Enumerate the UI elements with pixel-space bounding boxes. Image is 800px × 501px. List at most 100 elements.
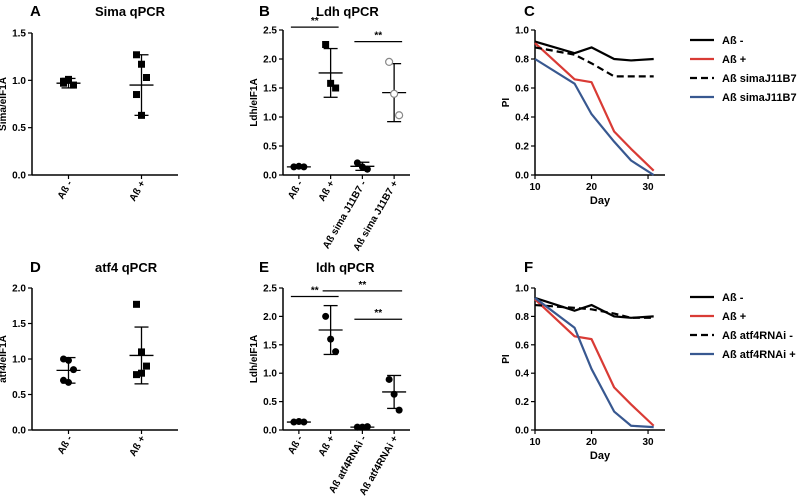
x-tick-label: Aß -	[56, 434, 75, 456]
series-line	[534, 40, 654, 62]
y-tick-label: 1.0	[12, 355, 26, 366]
y-tick-label: 0.0	[515, 426, 529, 437]
legend-label: Aß -	[722, 35, 744, 47]
panel-label: F	[524, 259, 533, 276]
y-tick-label: 2.5	[263, 284, 277, 295]
panel-title: ldh qPCR	[316, 260, 375, 275]
y-tick-label: 0.5	[263, 397, 277, 408]
y-tick-label: 1.5	[12, 29, 26, 40]
data-point	[363, 423, 371, 431]
y-tick-label: 0.6	[515, 84, 529, 95]
y-axis-label: PI	[501, 98, 512, 108]
significance-label: **	[311, 16, 319, 27]
y-axis-label: PI	[501, 354, 512, 364]
panel-label: C	[524, 3, 535, 20]
series-line	[534, 42, 655, 172]
data-point	[133, 300, 140, 308]
data-point	[395, 406, 403, 414]
y-tick-label: 0.8	[515, 312, 529, 323]
x-tick-label: 20	[586, 182, 598, 193]
x-axis-label: Day	[590, 450, 611, 462]
data-point	[353, 159, 361, 167]
data-point	[70, 366, 77, 374]
data-point	[143, 73, 150, 81]
data-point	[322, 312, 330, 320]
series-line	[534, 298, 655, 427]
data-point	[332, 348, 340, 356]
legend-label: Aß simaJ11B7 -	[722, 73, 800, 85]
panel-label: B	[259, 3, 270, 20]
data-point	[390, 390, 398, 398]
y-tick-label: 1.5	[263, 340, 277, 351]
series-line	[534, 303, 654, 319]
panel-title: Ldh qPCR	[316, 4, 379, 19]
data-point	[143, 362, 150, 370]
data-point	[138, 111, 145, 119]
panel-label: D	[30, 259, 41, 276]
y-tick-label: 0.4	[515, 113, 529, 124]
y-tick-label: 0.0	[12, 426, 26, 437]
y-tick-label: 1.0	[263, 369, 277, 380]
series-line	[534, 297, 654, 429]
y-tick-label: 1.0	[515, 284, 529, 295]
data-point	[385, 375, 393, 383]
panel-a: A Sima qPCR 0.0 0.5 1.0 1.5 Sima/eIF1A Aß - Aß +	[0, 3, 178, 204]
data-point	[322, 41, 330, 48]
y-tick-label: 0.8	[515, 55, 529, 66]
y-tick-label: 0.5	[12, 123, 26, 134]
series-line	[534, 46, 654, 78]
legend-label: Aß -	[722, 292, 744, 304]
data-point	[300, 163, 308, 171]
legend-label: Aß +	[722, 311, 746, 323]
panel-b: B Ldh qPCR 0.0 0.5 1.0 1.5 2.0 2.5 Ldh/eIF1A Aß -…	[249, 3, 410, 253]
y-axis-label: Sima/eIF1A	[0, 77, 9, 131]
y-tick-label: 0.0	[263, 171, 277, 182]
y-tick-label: 0.0	[12, 171, 26, 182]
x-tick-label: 10	[529, 182, 541, 193]
panel-title: Sima qPCR	[95, 4, 166, 19]
data-point	[65, 378, 72, 386]
data-point	[353, 423, 361, 431]
panel-f: F 0.0 0.2 0.4 0.6 0.8 1.0 PI 10 20 30 Day Aß - Aß + Aß…	[501, 259, 796, 462]
data-point	[133, 51, 140, 59]
data-point	[395, 111, 404, 120]
y-tick-label: 0.4	[515, 369, 529, 380]
y-tick-label: 2.0	[12, 284, 26, 295]
y-tick-label: 0.6	[515, 340, 529, 351]
x-axis-label: Day	[590, 195, 611, 207]
y-axis-label: atf4/eIF1A	[0, 335, 9, 383]
x-tick-label: Aß +	[128, 434, 149, 459]
x-tick-label: 10	[529, 437, 541, 448]
data-point	[70, 81, 77, 89]
x-tick-label: Aß +	[317, 179, 338, 204]
y-tick-label: 2.0	[263, 55, 277, 66]
y-tick-label: 2.0	[263, 312, 277, 323]
x-tick-label: Aß -	[286, 179, 305, 201]
data-point	[138, 348, 145, 356]
y-tick-label: 0.0	[263, 426, 277, 437]
x-tick-label: Aß -	[56, 179, 75, 201]
data-point	[327, 79, 335, 87]
significance-label: **	[311, 286, 319, 297]
significance-label: **	[374, 308, 382, 319]
legend-label: Aß +	[722, 54, 746, 66]
x-tick-label: 30	[642, 182, 654, 193]
x-tick-label: 30	[642, 437, 654, 448]
data-point	[385, 57, 394, 67]
panel-title: atf4 qPCR	[95, 260, 158, 275]
x-tick-label: Aß +	[317, 434, 338, 459]
y-tick-label: 1.0	[515, 26, 529, 37]
y-tick-label: 0.2	[515, 142, 529, 153]
significance-label: **	[374, 31, 382, 42]
x-tick-label: Aß -	[286, 434, 305, 456]
data-point	[363, 165, 371, 173]
data-point	[65, 356, 72, 364]
data-point	[60, 79, 67, 87]
significance-label: **	[358, 280, 366, 291]
x-tick-label: Aß +	[128, 179, 149, 204]
y-tick-label: 2.5	[263, 26, 277, 37]
data-point	[133, 371, 140, 379]
